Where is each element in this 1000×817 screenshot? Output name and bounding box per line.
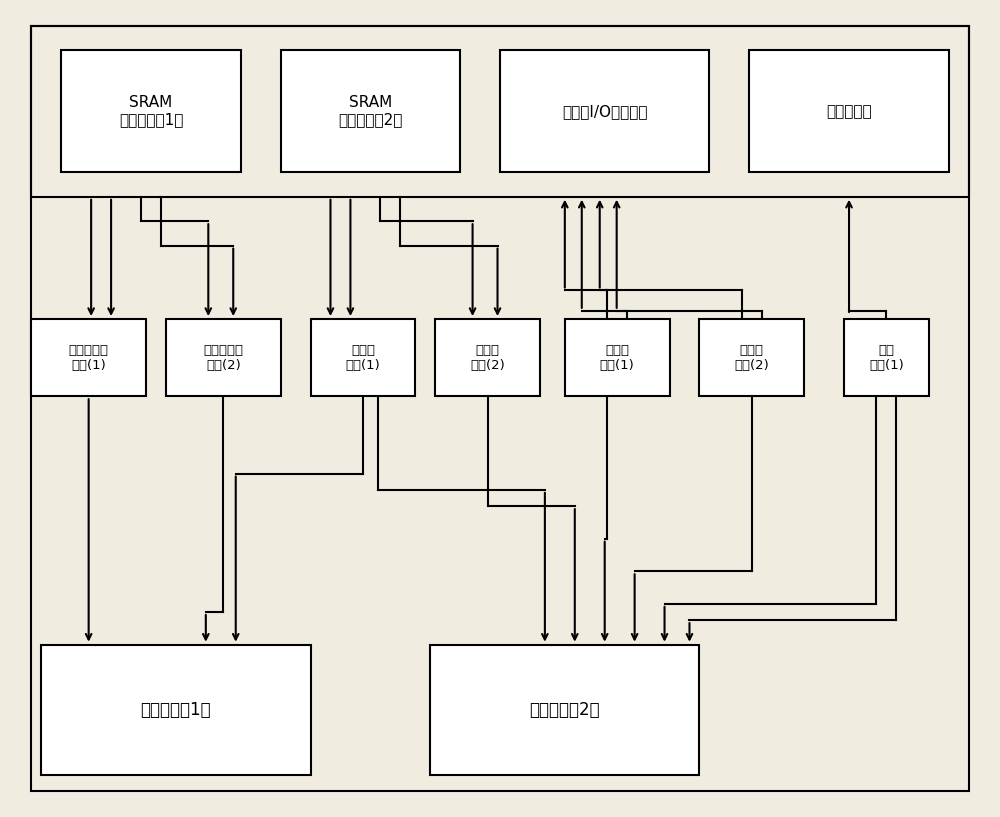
FancyBboxPatch shape [311,319,415,396]
FancyBboxPatch shape [166,319,281,396]
FancyBboxPatch shape [699,319,804,396]
Text: 写数据
单元(2): 写数据 单元(2) [734,344,769,372]
Text: 处理单元（2）: 处理单元（2） [530,701,600,719]
FancyBboxPatch shape [41,645,311,775]
Text: 网络包I/O接口单元: 网络包I/O接口单元 [562,104,647,118]
Text: 读数据标识
单元(2): 读数据标识 单元(2) [203,344,243,372]
FancyBboxPatch shape [844,319,929,396]
Text: 处理单元（1）: 处理单元（1） [141,701,211,719]
Text: 写数据
单元(1): 写数据 单元(1) [600,344,635,372]
FancyBboxPatch shape [61,50,241,172]
Text: 写标识
单元(2): 写标识 单元(2) [470,344,505,372]
FancyBboxPatch shape [31,319,146,396]
FancyBboxPatch shape [430,645,699,775]
Text: SRAM
控制单元（1）: SRAM 控制单元（1） [119,95,183,127]
Text: 读数据标识
单元(1): 读数据标识 单元(1) [69,344,109,372]
FancyBboxPatch shape [749,50,949,172]
FancyBboxPatch shape [435,319,540,396]
FancyBboxPatch shape [281,50,460,172]
FancyBboxPatch shape [565,319,670,396]
Text: 写标识
单元(1): 写标识 单元(1) [346,344,380,372]
Text: 加解密单元: 加解密单元 [826,104,872,118]
Text: 命令
单元(1): 命令 单元(1) [869,344,904,372]
FancyBboxPatch shape [500,50,709,172]
Text: SRAM
控制单元（2）: SRAM 控制单元（2） [338,95,403,127]
